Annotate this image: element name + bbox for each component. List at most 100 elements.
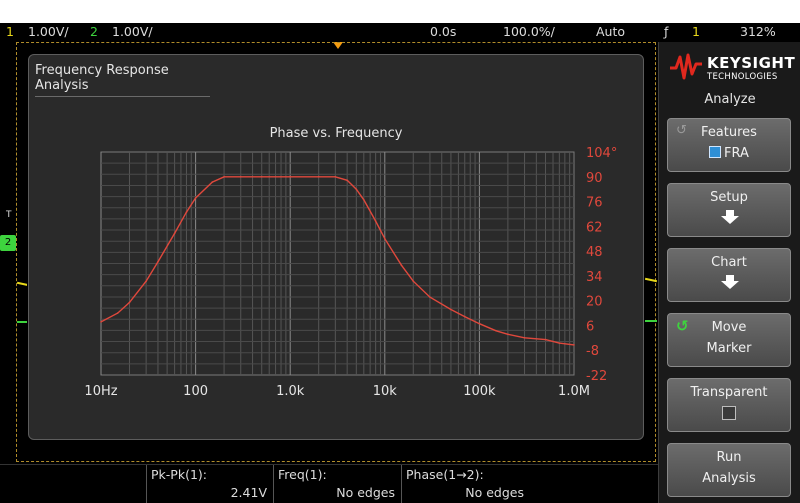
down-arrow-icon [721, 210, 739, 224]
transparent-label: Transparent [690, 385, 768, 400]
y-tick-label: 76 [586, 196, 603, 211]
phase-data-point [384, 237, 386, 240]
keysight-logo-icon: KEYSIGHT TECHNOLOGIES [667, 50, 796, 86]
phase-data-point [145, 280, 147, 282]
chart-grid [100, 151, 575, 376]
measurement-value: No edges [465, 485, 524, 500]
transparent-button[interactable]: Transparent [667, 378, 791, 432]
measurement-value: 2.41V [230, 485, 267, 500]
measurement-label: Phase(1→2): [406, 467, 484, 482]
phase-data-point [346, 179, 348, 182]
run-label: Run [716, 450, 742, 465]
phase-data-point [429, 296, 431, 298]
phase-data-point [523, 337, 526, 339]
phase-data-point [194, 197, 197, 199]
move-marker-button[interactable]: ↺ Move Marker [667, 313, 791, 367]
phase-data-point [128, 301, 131, 304]
status-bar: 1 1.00V/ 2 1.00V/ 0.0s 100.0%/ Auto ƒ 1 … [0, 23, 800, 41]
down-arrow-icon [721, 275, 739, 289]
checkbox-icon [709, 146, 722, 158]
rotate-knob-icon: ↺ [676, 317, 689, 335]
trigger-mode[interactable]: Auto [596, 24, 626, 39]
phase-data-point [355, 188, 358, 190]
measurement-label: Freq(1): [278, 467, 327, 482]
measurement-phase[interactable]: Phase(1→2): No edges [401, 465, 528, 503]
channel1-number[interactable]: 1 [6, 24, 14, 39]
phase-data-point [100, 321, 102, 323]
brand-name: KEYSIGHT [707, 54, 796, 72]
x-tick-label: 10k [373, 384, 398, 399]
time-delay[interactable]: 0.0s [430, 24, 457, 39]
phase-data-point [412, 280, 415, 282]
phase-data-point [239, 175, 242, 178]
run-analysis-button[interactable]: Run Analysis [667, 443, 791, 497]
channel2-number[interactable]: 2 [90, 24, 98, 39]
measurement-value: No edges [336, 485, 395, 500]
channel2-scale[interactable]: 1.00V/ [112, 24, 153, 39]
menu-title: Analyze [704, 92, 756, 107]
phase-series-line [100, 176, 575, 346]
phase-data-point [334, 175, 337, 178]
features-button[interactable]: ↺ Features FRA [667, 118, 791, 172]
y-tick-label: 90 [586, 171, 603, 186]
brand-subtitle: TECHNOLOGIES [707, 72, 778, 82]
setup-label: Setup [710, 190, 748, 205]
channel2-trace-right [645, 320, 657, 322]
phase-data-point [211, 181, 214, 183]
move-label: Move [711, 320, 747, 335]
phase-data-point [374, 220, 377, 222]
trigger-edge-icon: ƒ [664, 24, 669, 39]
time-scale[interactable]: 100.0%/ [503, 24, 555, 39]
channel2-ground-marker[interactable]: 2 [0, 235, 16, 251]
run-label-2: Analysis [702, 471, 756, 486]
dialog-title: Frequency Response Analysis [35, 63, 210, 97]
phase-data-point [363, 198, 365, 201]
y-tick-label: 20 [586, 295, 603, 310]
rotate-knob-icon: ↺ [676, 123, 687, 138]
setup-button[interactable]: Setup [667, 183, 791, 237]
features-value: FRA [724, 146, 749, 161]
fra-dialog: Frequency Response Analysis 10Hz 100 1.0k 1… [28, 54, 644, 440]
phase-data-point [573, 344, 575, 346]
channel2-trace [17, 321, 29, 323]
x-tick-label: 1.0M [558, 384, 590, 399]
y-tick-label: 34 [586, 270, 603, 285]
waveform-graticule [16, 42, 658, 462]
phase-chart: 10Hz 100 1.0k 10k 100k 1.0M 104° 90 76 62 48 34 20 6 -… [84, 126, 617, 399]
move-label-2: Marker [706, 341, 752, 356]
x-tick-label: 100 [183, 384, 208, 399]
chart-title: Phase vs. Frequency [270, 126, 403, 141]
phase-data-point [185, 211, 188, 213]
phase-data-point [157, 260, 159, 263]
phase-data-point [463, 315, 466, 318]
phase-data-point [223, 175, 225, 178]
phase-data-point [289, 175, 292, 178]
y-tick-label: 104° [586, 146, 617, 161]
x-tick-label: 1.0k [276, 384, 305, 399]
trigger-channel[interactable]: 1 [692, 24, 700, 39]
phase-data-point [478, 322, 481, 325]
phase-data-point [450, 308, 452, 311]
trigger-level[interactable]: 312% [740, 24, 776, 39]
x-tick-label: 10Hz [84, 384, 117, 399]
channel1-trace-right [644, 277, 658, 283]
oscilloscope-screen: 1 1.00V/ 2 1.00V/ 0.0s 100.0%/ Auto ƒ 1 … [0, 23, 800, 503]
phase-data-point [495, 329, 497, 332]
phase-data-point [507, 333, 509, 336]
phase-data-point [173, 232, 176, 235]
phase-data-point [116, 312, 119, 314]
measurement-pkpk[interactable]: Pk-Pk(1): 2.41V [146, 465, 271, 503]
phase-data-point [544, 338, 547, 341]
chart-label: Chart [711, 255, 747, 270]
channel1-scale[interactable]: 1.00V/ [28, 24, 69, 39]
y-tick-label: -22 [586, 369, 607, 384]
softkey-panel: KEYSIGHT TECHNOLOGIES Analyze ↺ Features… [658, 42, 800, 503]
phase-data-point [317, 175, 320, 178]
trigger-level-marker: T [6, 210, 12, 220]
chart-button[interactable]: Chart [667, 248, 791, 302]
trigger-position-marker [333, 42, 343, 49]
y-tick-label: 62 [586, 220, 603, 235]
y-tick-label: 6 [586, 319, 594, 334]
phase-data-point [558, 342, 561, 344]
measurement-freq[interactable]: Freq(1): No edges [273, 465, 399, 503]
